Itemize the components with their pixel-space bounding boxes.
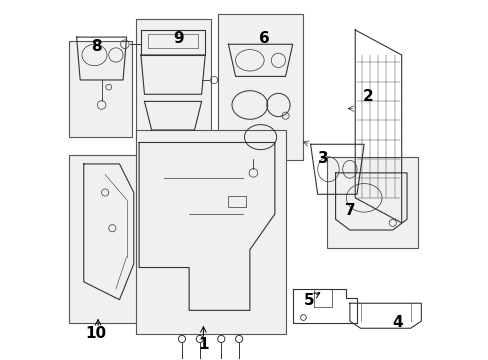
Text: 10: 10 <box>85 326 106 341</box>
Text: 5: 5 <box>303 293 313 308</box>
Text: 2: 2 <box>362 89 372 104</box>
Bar <box>69 155 141 323</box>
Bar <box>148 33 198 48</box>
Text: 3: 3 <box>317 151 328 166</box>
Bar <box>217 14 303 160</box>
Bar <box>135 19 210 144</box>
Text: 8: 8 <box>91 39 102 54</box>
Bar <box>326 157 417 248</box>
Text: 9: 9 <box>173 31 183 46</box>
Bar <box>135 130 285 334</box>
Bar <box>69 41 132 137</box>
Text: 6: 6 <box>258 31 269 46</box>
Text: 1: 1 <box>198 337 208 352</box>
Text: 7: 7 <box>344 203 354 218</box>
Text: 4: 4 <box>392 315 403 330</box>
Bar <box>228 196 246 207</box>
